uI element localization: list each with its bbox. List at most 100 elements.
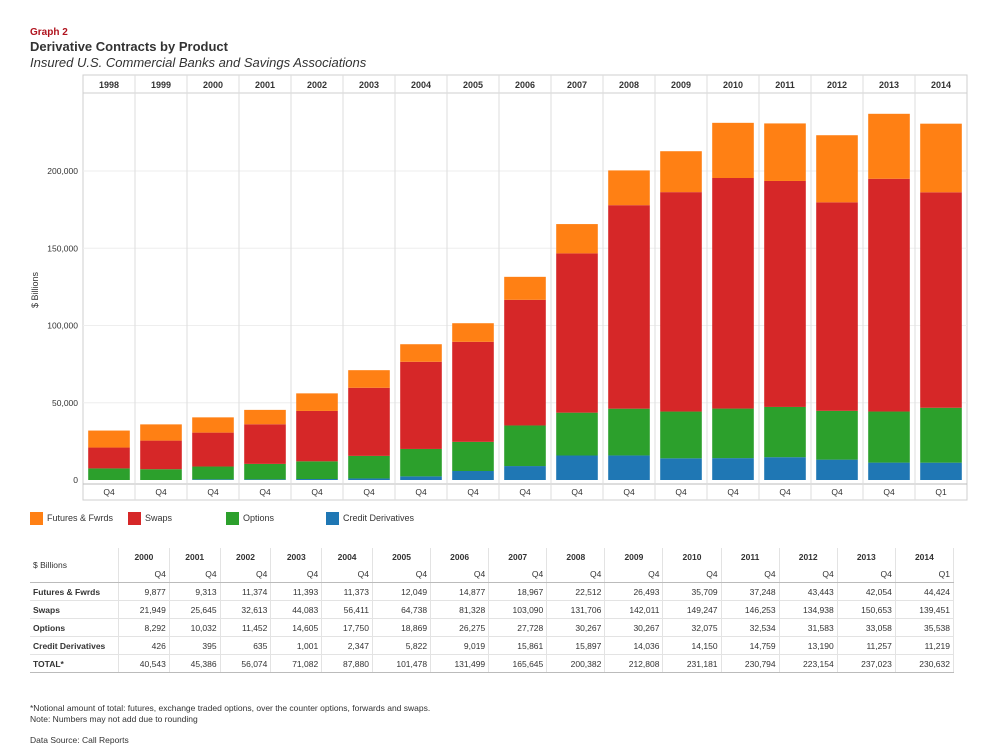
table-quarter-row: Q4 Q4 Q4 Q4 Q4 Q4 Q4 Q4 Q4 Q4 Q4 Q4 Q4 Q4 Q1	[30, 565, 955, 583]
bar-segment-credit	[400, 476, 442, 480]
bar-segment-credit	[556, 455, 598, 480]
table-quarter-header: Q4	[779, 565, 838, 583]
chart-legend: Futures & Fwrds Swaps Options Credit Der…	[30, 510, 550, 526]
bar-segment-swaps	[608, 205, 650, 409]
table-cell: 56,074	[220, 654, 272, 673]
table-row: Futures & Fwrds 9,877 9,313 11,374 11,393 11,…	[30, 582, 955, 601]
table-cell: 40,543	[118, 654, 170, 673]
table-cell: 134,938	[779, 600, 838, 619]
x-tick-label: Q1	[935, 487, 947, 497]
bar-segment-futures	[556, 224, 598, 254]
table-cell: 30,267	[604, 618, 664, 637]
bar-segment-credit	[764, 457, 806, 480]
table-row: Options 8,292 10,032 11,452 14,605 17,750 18,8…	[30, 618, 955, 637]
bar-segment-credit	[816, 459, 858, 480]
bar-segment-credit	[348, 478, 390, 480]
x-tick-label: Q4	[103, 487, 115, 497]
table-cell: 44,424	[895, 582, 955, 601]
legend-item-futures: Futures & Fwrds	[30, 510, 113, 526]
table-quarter-header: Q4	[837, 565, 896, 583]
table-cell: 35,538	[895, 618, 955, 637]
table-row-label: Swaps	[30, 600, 119, 619]
bar-segment-swaps	[764, 180, 806, 407]
legend-item-credit: Credit Derivatives	[326, 510, 414, 526]
table-row: Credit Derivatives 426 395 635 1,001 2,347 5,8…	[30, 636, 955, 655]
bar-segment-options	[712, 408, 754, 459]
table-quarter-header: Q4	[721, 565, 780, 583]
y-tick-label: 0	[73, 475, 78, 485]
table-cell: 5,822	[372, 636, 432, 655]
year-header-label: 2003	[359, 80, 379, 90]
x-tick-label: Q4	[571, 487, 583, 497]
x-tick-label: Q4	[519, 487, 531, 497]
x-axis: Q4 Q4 Q4 Q4 Q4 Q4 Q4 Q4 Q4 Q4 Q4 Q4 Q4 Q4 Q4 Q4 Q1	[103, 487, 947, 497]
table-cell: 200,382	[546, 654, 606, 673]
table-cell: 32,613	[220, 600, 272, 619]
table-quarter-header: Q4	[270, 565, 323, 583]
table-cell: 139,451	[895, 600, 955, 619]
x-tick-label: Q4	[311, 487, 323, 497]
table-cell: 230,794	[721, 654, 780, 673]
year-header-row: 1998 1999 2000 2001 2002 2003 2004 2005 2006 2007…	[99, 80, 951, 90]
table-cell: 131,706	[546, 600, 606, 619]
table-cell: 15,897	[546, 636, 606, 655]
year-header-label: 2009	[671, 80, 691, 90]
table-quarter-header: Q4	[488, 565, 548, 583]
table-cell: 101,478	[372, 654, 432, 673]
bar-segment-options	[192, 466, 234, 480]
table-year-header: 2002	[220, 548, 272, 565]
x-tick-label: Q4	[207, 487, 219, 497]
bar-segment-swaps	[556, 253, 598, 413]
table-cell: 43,443	[779, 582, 838, 601]
y-tick-label: 200,000	[47, 166, 78, 176]
year-header-label: 2010	[723, 80, 743, 90]
bar-segment-futures	[400, 344, 442, 362]
table-year-header: 2012	[779, 548, 838, 565]
table-cell: 11,219	[895, 636, 955, 655]
x-tick-label: Q4	[155, 487, 167, 497]
legend-label-credit: Credit Derivatives	[343, 513, 415, 523]
table-year-header: 2011	[721, 548, 780, 565]
x-tick-label: Q4	[467, 487, 479, 497]
table-cell: 13,190	[779, 636, 838, 655]
table-cell: 35,709	[662, 582, 722, 601]
bar-segment-futures	[920, 123, 962, 193]
table-cell: 11,393	[270, 582, 323, 601]
table-year-header: 2007	[488, 548, 548, 565]
bar-segment-options	[88, 468, 130, 480]
legend-swatch-swaps	[128, 511, 141, 525]
table-row-label: TOTAL*	[30, 654, 119, 673]
table-quarter-header: Q4	[604, 565, 664, 583]
x-tick-label: Q4	[363, 487, 375, 497]
bar-segment-options	[608, 408, 650, 456]
bar-segment-options	[296, 461, 338, 480]
y-tick-label: 100,000	[47, 321, 78, 331]
bar-segment-swaps	[192, 432, 234, 467]
table-cell: 33,058	[837, 618, 896, 637]
table-year-header: 2003	[270, 548, 323, 565]
table-cell: 32,075	[662, 618, 722, 637]
bar-segment-futures	[192, 417, 234, 433]
bar-segment-swaps	[348, 387, 390, 456]
year-header-label: 2013	[879, 80, 899, 90]
year-header-label: 2005	[463, 80, 483, 90]
table-cell: 14,150	[662, 636, 722, 655]
table-cell: 9,877	[118, 582, 170, 601]
year-header-label: 1999	[151, 80, 171, 90]
bar-segment-futures	[88, 430, 130, 448]
table-year-header: 2005	[372, 548, 432, 565]
bar-segment-futures	[244, 409, 286, 425]
legend-swatch-options	[226, 511, 239, 525]
table-quarter-header: Q4	[662, 565, 722, 583]
year-header-label: 2011	[775, 80, 795, 90]
table-year-header: 2010	[662, 548, 722, 565]
table-cell: 64,738	[372, 600, 432, 619]
table-cell: 2,347	[321, 636, 373, 655]
table-cell: 131,499	[430, 654, 490, 673]
data-table-body: $ Billions 2000 2001 2002 2003 2004 2005 2006 20…	[30, 548, 955, 673]
x-tick-label: Q4	[259, 487, 271, 497]
table-cell: 165,645	[488, 654, 548, 673]
bar-segment-credit	[192, 479, 234, 480]
bar-segment-swaps	[660, 192, 702, 412]
x-tick-label: Q4	[779, 487, 791, 497]
